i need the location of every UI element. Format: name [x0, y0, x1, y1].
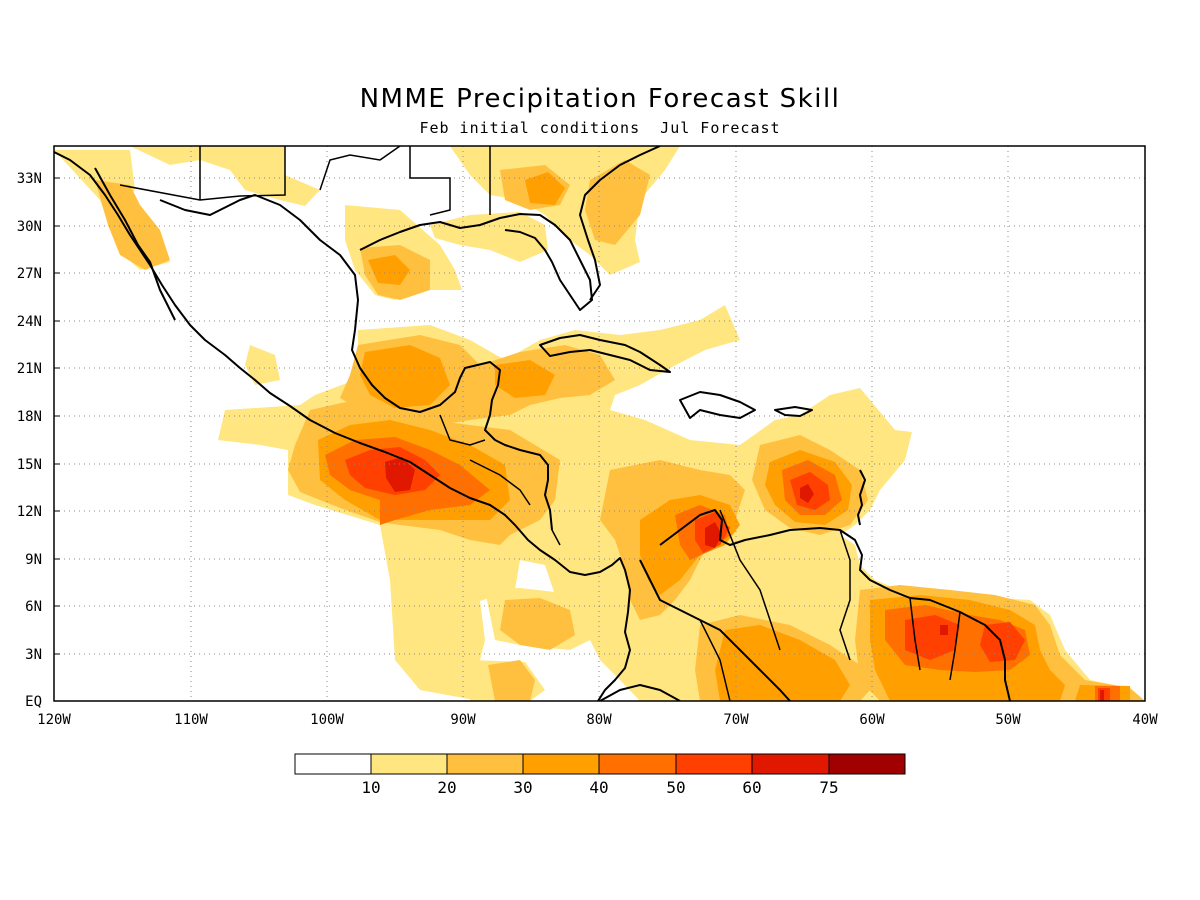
x-tick-label: 40W [1132, 712, 1158, 728]
x-tick-label: 110W [174, 712, 208, 728]
y-tick-label: 24N [17, 314, 42, 330]
x-axis-labels: 120W 110W 100W 90W 80W 70W 60W 50W 40W [37, 712, 1158, 728]
x-tick-label: 80W [586, 712, 612, 728]
legend-swatch [828, 753, 906, 775]
country-borders [119, 146, 961, 701]
color-legend: 10 20 30 40 50 60 75 [294, 753, 906, 797]
legend-label: 20 [437, 778, 456, 797]
x-tick-label: 70W [723, 712, 749, 728]
legend-label: 50 [666, 778, 685, 797]
y-tick-marks [54, 177, 60, 655]
legend-swatch [675, 753, 753, 775]
coastlines [54, 146, 1011, 701]
legend-swatch [751, 753, 830, 775]
map-gridlines [54, 146, 1145, 701]
y-tick-label: 12N [17, 504, 42, 520]
map-frame [53, 145, 1146, 702]
y-tick-label: 15N [17, 457, 42, 473]
map-title: NMME Precipitation Forecast Skill [359, 84, 841, 114]
y-tick-label: 9N [25, 552, 42, 568]
y-tick-label: 21N [17, 361, 42, 377]
y-tick-label: 18N [17, 409, 42, 425]
y-tick-label: 27N [17, 266, 42, 282]
legend-label: 60 [742, 778, 761, 797]
y-tick-label: 30N [17, 219, 42, 235]
x-tick-label: 100W [310, 712, 344, 728]
legend-label: 40 [589, 778, 608, 797]
y-tick-label: 33N [17, 171, 42, 187]
skill-region-60 [385, 457, 1104, 701]
legend-swatch [598, 753, 677, 775]
y-axis-labels: EQ 3N 6N 9N 12N 15N 18N 21N 24N 27N 30N … [17, 171, 42, 710]
legend-label: 10 [361, 778, 380, 797]
legend-swatch [294, 753, 372, 775]
y-tick-label: EQ [25, 694, 42, 710]
x-tick-label: 60W [859, 712, 885, 728]
legend-label: 75 [819, 778, 838, 797]
x-tick-label: 90W [450, 712, 476, 728]
x-tick-label: 50W [995, 712, 1021, 728]
legend-swatch [446, 753, 524, 775]
legend-swatch [522, 753, 600, 775]
x-tick-label: 120W [37, 712, 71, 728]
y-tick-label: 3N [25, 647, 42, 663]
y-tick-label: 6N [25, 599, 42, 615]
skill-contours [54, 146, 1145, 701]
legend-label: 30 [513, 778, 532, 797]
map-subtitle: Feb initial conditions Jul Forecast [419, 119, 781, 137]
legend-swatch [370, 753, 448, 775]
